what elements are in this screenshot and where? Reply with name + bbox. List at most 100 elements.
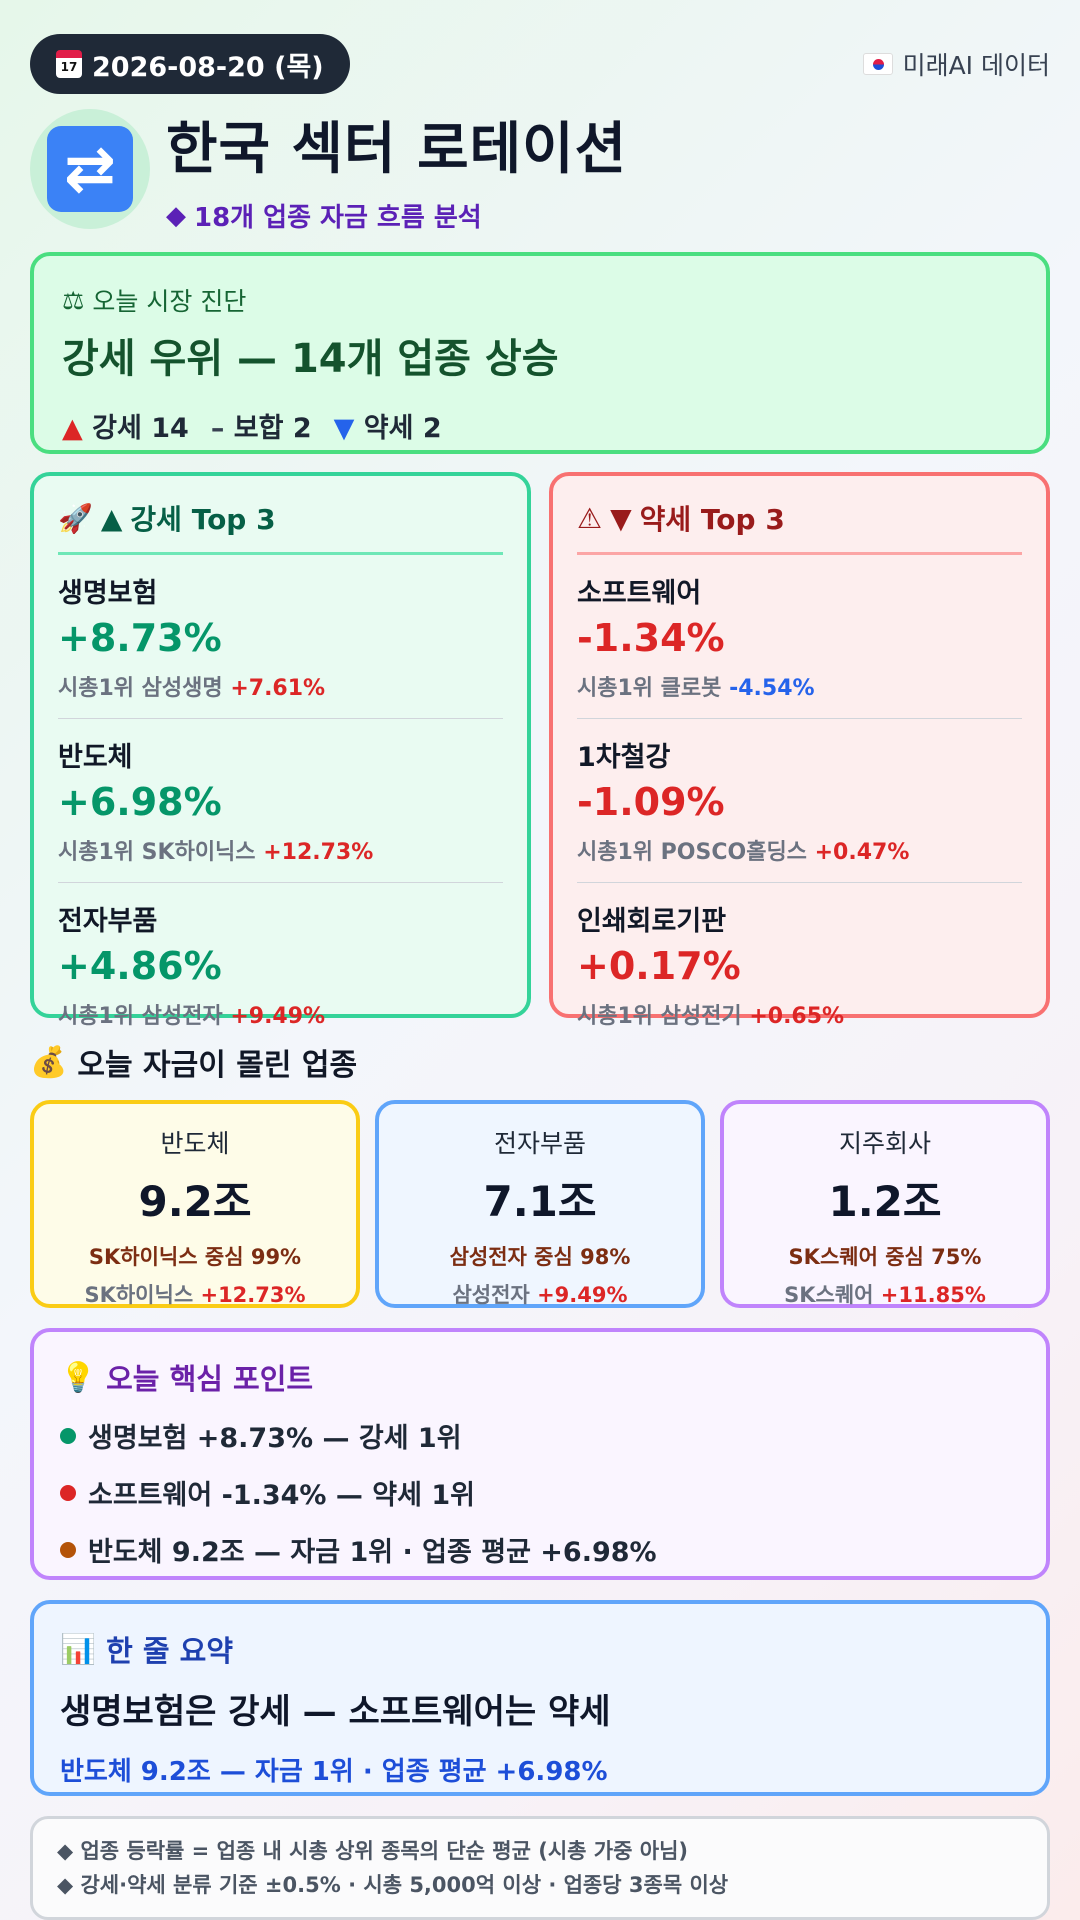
key-point: 생명보험 +8.73% — 강세 1위 xyxy=(60,1416,1020,1455)
weak-top3-heading: ⚠ ▼ 약세 Top 3 xyxy=(577,498,1022,555)
summary-sub: 반도체 9.2조 — 자금 1위 · 업종 평균 +6.98% xyxy=(60,1757,608,1787)
sector-name: 소프트웨어 xyxy=(577,578,702,609)
money-sector-name: 지주회사 xyxy=(838,1129,931,1158)
footnote: ◆ 강세·약세 분류 기준 ±0.5% · 시총 5,000억 이상 · 업종당… xyxy=(57,1873,729,1897)
sector-pct: -1.34% xyxy=(577,616,725,660)
rotation-arrows-icon: ⇄ xyxy=(47,126,133,212)
weak-item: 1차철강 -1.09% 시총1위 POSCO홀딩스 +0.47% xyxy=(577,719,1022,883)
money-leader: SK스퀘어 +11.85% xyxy=(784,1283,986,1307)
money-amount: 9.2조 xyxy=(138,1177,252,1226)
weak-count: 약세 2 xyxy=(363,413,442,444)
weak-item: 인쇄회로기판 +0.17% 시총1위 삼성전기 +0.65% xyxy=(577,883,1022,1046)
footnote: ◆ 업종 등락률 = 업종 내 시총 상위 종목의 단순 평균 (시총 가중 아… xyxy=(57,1839,688,1863)
bullet-dot-icon xyxy=(60,1484,76,1501)
subtitle-text: 18개 업종 자금 흐름 분석 xyxy=(194,203,482,233)
strong-count: 강세 14 xyxy=(92,413,189,444)
footnotes: ◆ 업종 등락률 = 업종 내 시총 상위 종목의 단순 평균 (시총 가중 아… xyxy=(30,1816,1050,1920)
sector-name: 1차철강 xyxy=(577,742,671,773)
brand: 미래AI 데이터 xyxy=(862,46,1050,82)
sector-pct: +6.98% xyxy=(58,780,222,824)
sector-pct: -1.09% xyxy=(577,780,725,824)
leader-line: 시총1위 삼성생명 +7.61% xyxy=(58,676,326,701)
market-diagnosis-card: ⚖ 오늘 시장 진단 강세 우위 — 14개 업종 상승 ▲ 강세 14 – 보… xyxy=(30,252,1050,454)
lightbulb-icon: 💡 xyxy=(60,1359,97,1394)
sector-pct: +0.17% xyxy=(577,944,741,988)
money-card: 지주회사 1.2조 SK스퀘어 중심 75% SK스퀘어 +11.85% xyxy=(720,1100,1050,1308)
sector-name: 생명보험 xyxy=(58,578,158,609)
strong-top3-heading: 🚀 ▲ 강세 Top 3 xyxy=(58,498,503,555)
mixed-count: 보합 2 xyxy=(233,413,312,444)
strong-top3-card: 🚀 ▲ 강세 Top 3 생명보험 +8.73% 시총1위 삼성생명 +7.61… xyxy=(30,472,531,1029)
leader-line: 시총1위 삼성전기 +0.65% xyxy=(577,1004,845,1029)
rocket-icon: 🚀 xyxy=(58,501,93,535)
money-amount: 7.1조 xyxy=(483,1177,597,1226)
summary-heading: 📊 한 줄 요약 xyxy=(60,1628,1020,1670)
leader-line: 시총1위 SK하이닉스 +12.73% xyxy=(58,840,374,865)
warning-icon: ⚠ xyxy=(577,501,603,535)
sector-pct: +8.73% xyxy=(58,616,222,660)
leader-line: 시총1위 클로봇 -4.54% xyxy=(577,676,815,701)
diagnosis-label: ⚖ 오늘 시장 진단 xyxy=(62,282,1018,318)
strong-heading-text: 강세 Top 3 xyxy=(130,503,276,536)
bar-chart-icon: 📊 xyxy=(60,1631,97,1666)
bullet-dot-icon xyxy=(60,1541,76,1558)
key-point: 소프트웨어 -1.34% — 약세 1위 xyxy=(60,1473,1020,1512)
key-point-text: 생명보험 +8.73% — 강세 1위 xyxy=(88,1423,462,1454)
diagnosis-label-text: 오늘 시장 진단 xyxy=(92,287,247,316)
bullet-dot-icon xyxy=(60,1427,76,1444)
key-point: 반도체 9.2조 — 자금 1위 · 업종 평균 +6.98% xyxy=(60,1530,1020,1569)
date-badge: 2026-08-20 (목) xyxy=(30,34,350,94)
calendar-icon xyxy=(56,50,82,78)
sector-name: 전자부품 xyxy=(58,906,158,937)
strong-item: 전자부품 +4.86% 시총1위 삼성전자 +9.49% xyxy=(58,883,503,1046)
money-leader: SK하이닉스 +12.73% xyxy=(84,1283,306,1307)
title-icon-badge: ⇄ xyxy=(30,109,150,229)
summary-card: 📊 한 줄 요약 생명보험은 강세 — 소프트웨어는 약세 반도체 9.2조 —… xyxy=(30,1600,1050,1796)
title-row: ⇄ 한국 섹터 로테이션 ◆ 18개 업종 자금 흐름 분석 xyxy=(30,104,1050,234)
weak-item: 소프트웨어 -1.34% 시총1위 클로봇 -4.54% xyxy=(577,555,1022,719)
strong-item: 반도체 +6.98% 시총1위 SK하이닉스 +12.73% xyxy=(58,719,503,883)
diamond-icon: ◆ xyxy=(166,200,186,231)
up-triangle-icon: ▲ xyxy=(62,413,83,444)
weak-heading-text: 약세 Top 3 xyxy=(639,503,785,536)
summary-heading-text: 한 줄 요약 xyxy=(106,1634,234,1668)
scale-icon: ⚖ xyxy=(62,285,85,315)
date-text: 2026-08-20 (목) xyxy=(92,51,324,83)
summary-main: 생명보험은 강세 — 소프트웨어는 약세 xyxy=(60,1692,611,1732)
leader-line: 시총1위 POSCO홀딩스 +0.47% xyxy=(577,840,910,865)
money-share: SK하이닉스 중심 99% xyxy=(88,1245,302,1269)
money-card: 전자부품 7.1조 삼성전자 중심 98% 삼성전자 +9.49% xyxy=(375,1100,705,1308)
leader-line: 시총1위 삼성전자 +9.49% xyxy=(58,1004,326,1029)
sector-name: 인쇄회로기판 xyxy=(577,906,727,937)
key-point-text: 소프트웨어 -1.34% — 약세 1위 xyxy=(88,1480,475,1511)
diagnosis-title: 강세 우위 — 14개 업종 상승 xyxy=(62,336,559,382)
money-share: SK스퀘어 중심 75% xyxy=(788,1245,982,1269)
money-bag-icon: 💰 xyxy=(30,1044,68,1080)
money-heading: 💰 오늘 자금이 몰린 업종 xyxy=(30,1040,1050,1084)
brand-text: 미래AI 데이터 xyxy=(902,51,1050,80)
money-leader: 삼성전자 +9.49% xyxy=(452,1283,628,1307)
page-subtitle: ◆ 18개 업종 자금 흐름 분석 xyxy=(166,197,627,234)
strong-item: 생명보험 +8.73% 시총1위 삼성생명 +7.61% xyxy=(58,555,503,719)
down-triangle-icon: ▼ xyxy=(333,413,355,444)
money-sector-name: 전자부품 xyxy=(493,1129,586,1158)
sector-pct: +4.86% xyxy=(58,944,222,988)
money-amount: 1.2조 xyxy=(828,1177,942,1226)
money-share: 삼성전자 중심 98% xyxy=(449,1245,631,1269)
page-title: 한국 섹터 로테이션 xyxy=(166,117,628,182)
infographic: 2026-08-20 (목) 미래AI 데이터 ⇄ 한국 섹터 로테이션 ◆ 1… xyxy=(30,34,1050,1920)
key-point-text: 반도체 9.2조 — 자금 1위 · 업종 평균 +6.98% xyxy=(88,1537,657,1568)
money-card: 반도체 9.2조 SK하이닉스 중심 99% SK하이닉스 +12.73% xyxy=(30,1100,360,1308)
diagnosis-counts: ▲ 강세 14 – 보합 2 ▼ 약세 2 xyxy=(62,406,1018,445)
key-points-heading: 💡 오늘 핵심 포인트 xyxy=(60,1356,1020,1398)
money-sector-name: 반도체 xyxy=(160,1129,230,1158)
sector-name: 반도체 xyxy=(58,742,133,773)
top-row: 2026-08-20 (목) 미래AI 데이터 xyxy=(30,34,1050,94)
key-heading-text: 오늘 핵심 포인트 xyxy=(106,1362,314,1396)
top3-row: 🚀 ▲ 강세 Top 3 생명보험 +8.73% 시총1위 삼성생명 +7.61… xyxy=(30,472,1050,1029)
weak-top3-card: ⚠ ▼ 약세 Top 3 소프트웨어 -1.34% 시총1위 클로봇 -4.54… xyxy=(549,472,1050,1029)
key-points-card: 💡 오늘 핵심 포인트 생명보험 +8.73% — 강세 1위 소프트웨어 -1… xyxy=(30,1328,1050,1580)
korea-flag-icon xyxy=(862,53,893,75)
flat-dash-icon: – xyxy=(210,413,225,444)
money-heading-text: 오늘 자금이 몰린 업종 xyxy=(77,1048,358,1083)
